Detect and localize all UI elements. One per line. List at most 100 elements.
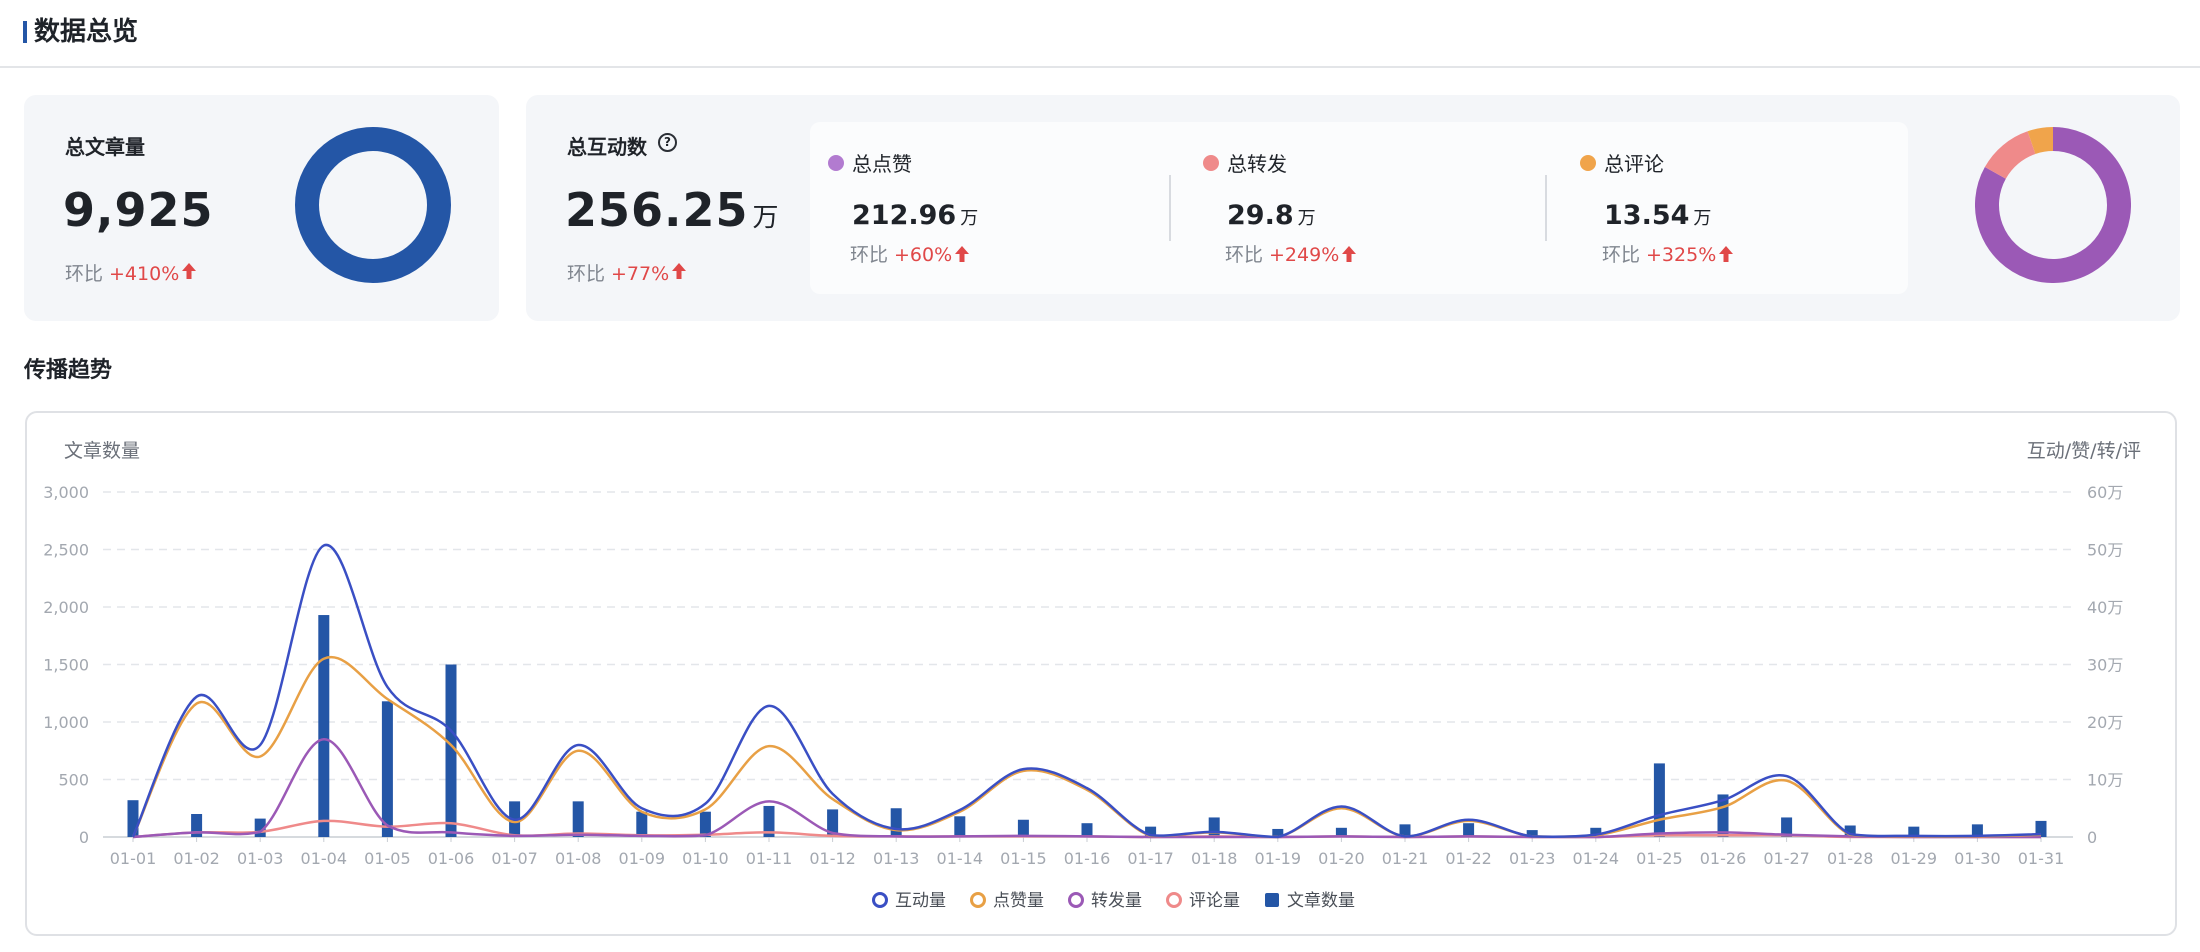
x-tick-label: 01-10 [682, 849, 729, 868]
articles-donut-chart [295, 127, 451, 283]
series-line-1 [131, 544, 2042, 839]
mom-label: 环比 [850, 244, 889, 266]
x-tick-label: 01-07 [491, 849, 538, 868]
x-tick-label: 01-20 [1318, 849, 1365, 868]
trend-chart-container: 文章数量 互动/赞/转/评 0 0 500 10万 1,000 20万 1,500 30万 2,00… [25, 411, 2177, 936]
comments-dot-icon [1580, 155, 1596, 171]
comments-unit: 万 [1693, 208, 1712, 229]
x-tick-label: 01-09 [619, 849, 666, 868]
y-tick-left: 0 [79, 828, 89, 847]
mom-label: 环比 [1602, 244, 1641, 266]
x-tick-label: 01-31 [2018, 849, 2065, 868]
mom-value: +60% [894, 244, 953, 266]
mom-value: +410% [109, 263, 180, 285]
page-header: 数据总览 [0, 0, 2200, 68]
x-tick-label: 01-27 [1763, 849, 1810, 868]
legend-marker-1 [872, 892, 888, 908]
bar-01-11 [763, 805, 775, 837]
x-tick-label: 01-06 [428, 849, 475, 868]
total-articles-mom: 环比 +410% [65, 259, 197, 286]
likes-mom: 环比 +60% [850, 240, 970, 267]
y-tick-right: 10万 [2087, 771, 2123, 790]
x-tick-label: 01-12 [809, 849, 856, 868]
legend-marker-3 [1068, 892, 1084, 908]
bar-01-15 [1017, 819, 1029, 837]
arrow-up-icon [1342, 246, 1357, 262]
total-interactions-mom: 环比 +77% [567, 259, 687, 286]
legend-marker-2 [970, 892, 986, 908]
bar-01-20 [1335, 827, 1347, 837]
arrow-up-icon [1719, 246, 1734, 262]
legend-marker-5 [1265, 893, 1279, 907]
shares-stat: 总转发 29.8 万 环比 +249% [1203, 122, 1543, 294]
total-articles-card: 总文章量 9,925 环比 +410% [24, 95, 499, 321]
comments-number: 13.54 [1604, 200, 1690, 231]
y-tick-left: 500 [58, 771, 89, 790]
bar-01-14 [954, 816, 966, 837]
x-tick-label: 01-29 [1891, 849, 1938, 868]
x-tick-label: 01-05 [364, 849, 411, 868]
bar-01-22 [1463, 823, 1475, 837]
y-tick-right: 40万 [2087, 598, 2123, 617]
shares-unit: 万 [1297, 208, 1316, 229]
bar-01-21 [1399, 824, 1411, 837]
y-tick-right: 30万 [2087, 656, 2123, 675]
bar-01-17 [1145, 826, 1157, 837]
series-line-2 [131, 655, 2042, 839]
x-tick-label: 01-21 [1382, 849, 1429, 868]
divider [1169, 175, 1171, 241]
x-tick-label: 01-14 [937, 849, 984, 868]
y-tick-left: 1,500 [43, 656, 89, 675]
bar-01-19 [1272, 828, 1284, 837]
articles-donut-ring [295, 127, 451, 283]
y-tick-left: 1,000 [43, 713, 89, 732]
shares-value: 29.8 万 [1227, 200, 1316, 231]
bar-01-26 [1717, 794, 1729, 837]
mom-value: +249% [1269, 244, 1340, 266]
total-articles-label: 总文章量 [65, 135, 145, 159]
y-tick-left: 2,000 [43, 598, 89, 617]
series-line-3 [132, 737, 2041, 839]
interactions-unit: 万 [752, 203, 780, 233]
y-tick-right: 0 [2087, 828, 2097, 847]
bar-01-18 [1208, 817, 1220, 837]
x-tick-label: 01-08 [555, 849, 602, 868]
x-tick-label: 01-24 [1573, 849, 1620, 868]
comments-mom: 环比 +325% [1602, 240, 1734, 267]
mom-label: 环比 [567, 263, 606, 285]
bar-01-12 [827, 809, 839, 837]
mom-value: +77% [611, 263, 670, 285]
legend-label-4: 评论量 [1189, 891, 1240, 911]
bar-01-08 [572, 801, 584, 837]
x-tick-label: 01-01 [110, 849, 157, 868]
bar-01-10 [699, 811, 711, 837]
shares-dot-icon [1203, 155, 1219, 171]
trend-section-title: 传播趋势 [24, 358, 113, 383]
x-tick-label: 01-02 [173, 849, 220, 868]
mom-label: 环比 [1225, 244, 1264, 266]
x-tick-label: 01-26 [1700, 849, 1747, 868]
donut-slice-2 [1984, 131, 2036, 180]
comments-label: 总评论 [1604, 152, 1664, 176]
x-tick-label: 01-23 [1509, 849, 1556, 868]
y-tick-left: 2,500 [43, 541, 89, 560]
mom-label: 环比 [65, 263, 104, 285]
bar-01-03 [254, 818, 266, 837]
bar-01-25 [1653, 763, 1665, 837]
legend-label-5: 文章数量 [1287, 891, 1355, 911]
bar-01-06 [445, 664, 457, 837]
bar-01-04 [318, 615, 330, 837]
arrow-up-icon [955, 246, 970, 262]
bar-01-09 [636, 811, 648, 837]
arrow-up-icon [672, 263, 687, 279]
x-tick-label: 01-18 [1191, 849, 1238, 868]
x-tick-label: 01-30 [1954, 849, 2001, 868]
help-icon[interactable]: ? [658, 133, 677, 152]
bar-01-28 [1844, 825, 1856, 837]
x-tick-label: 01-17 [1127, 849, 1174, 868]
bar-01-30 [1971, 824, 1983, 837]
bar-01-31 [2035, 820, 2047, 837]
bar-01-27 [1781, 817, 1793, 837]
x-tick-label: 01-22 [1445, 849, 1492, 868]
x-tick-label: 01-04 [301, 849, 348, 868]
